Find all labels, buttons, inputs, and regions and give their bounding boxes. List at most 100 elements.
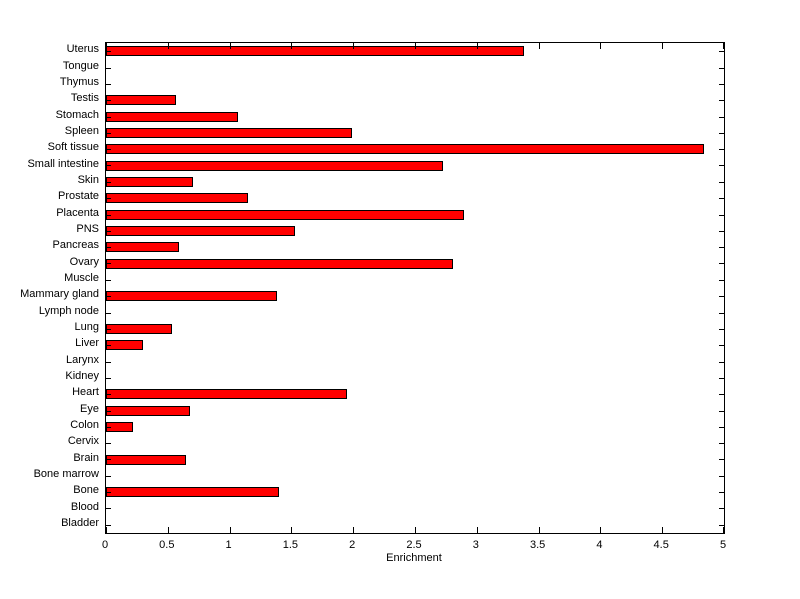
x-tick-label: 0.5 [159,539,175,551]
x-tick-mark [353,43,354,49]
x-tick-mark [662,43,663,49]
y-tick-mark [719,231,724,232]
y-tick-mark [106,84,111,85]
y-tick-mark [719,329,724,330]
category-label: Eye [80,402,99,415]
x-tick-label: 4.5 [653,539,669,551]
y-tick-mark [106,362,111,363]
y-tick-mark [719,182,724,183]
y-tick-mark [106,443,111,444]
y-tick-mark [719,427,724,428]
category-label: Placenta [56,206,99,219]
x-tick-mark [106,43,107,49]
bar [106,193,249,204]
category-label: Bone [73,484,99,497]
bar [106,323,172,334]
category-label: Tongue [62,59,99,72]
y-tick-mark [719,394,724,395]
y-tick-mark [719,492,724,493]
category-label: Bone marrow [33,467,99,480]
category-label: Stomach [55,108,99,121]
y-tick-mark [106,51,111,52]
x-tick-mark [600,43,601,49]
y-tick-mark [719,100,724,101]
category-label: Lymph node [38,304,99,317]
x-tick-mark [291,43,292,49]
category-label: Soft tissue [47,141,99,154]
bar [106,258,454,269]
category-label: Cervix [67,435,99,448]
y-tick-mark [719,84,724,85]
y-tick-mark [719,525,724,526]
y-tick-mark [106,68,111,69]
y-tick-mark [719,133,724,134]
y-tick-mark [106,411,111,412]
y-tick-mark [106,296,111,297]
bar [106,405,191,416]
x-tick-mark [353,527,354,533]
y-tick-mark [106,247,111,248]
y-tick-mark [106,313,111,314]
bar [106,209,465,220]
bar [106,389,348,400]
x-tick-label: 3.5 [529,539,546,551]
x-tick-mark [723,527,724,533]
x-axis-label: Enrichment [386,552,442,564]
category-label: Blood [70,500,99,513]
x-tick-mark [662,527,663,533]
y-tick-mark [719,68,724,69]
bar [106,421,134,432]
y-tick-mark [106,280,111,281]
x-tick-label: 2 [349,539,356,551]
bar [106,176,193,187]
category-label: Spleen [64,124,99,137]
category-label: PNS [76,222,99,235]
category-label: Muscle [64,271,99,284]
x-tick-mark [291,527,292,533]
category-label: Skin [77,173,99,186]
category-label: Lung [74,320,99,333]
y-tick-mark [106,345,111,346]
x-tick-label: 1.5 [282,539,299,551]
bar [106,454,187,465]
y-tick-mark [719,263,724,264]
y-tick-mark [106,394,111,395]
y-tick-mark [719,165,724,166]
x-tick-label: 4 [596,539,603,551]
x-tick-mark [168,527,169,533]
bar [106,95,177,106]
y-tick-mark [719,313,724,314]
y-tick-mark [106,198,111,199]
y-tick-mark [106,117,111,118]
y-tick-mark [719,476,724,477]
category-label: Colon [70,418,99,431]
x-tick-mark [230,43,231,49]
y-tick-mark [719,198,724,199]
category-label: Thymus [59,75,99,88]
plot-area [105,42,725,534]
category-label: Pancreas [52,239,99,252]
y-tick-mark [719,117,724,118]
y-tick-mark [719,508,724,509]
x-tick-mark [600,527,601,533]
x-tick-label: 3 [472,539,479,551]
y-tick-mark [106,165,111,166]
x-tick-label: 1 [225,539,232,551]
x-tick-mark [168,43,169,49]
x-tick-label: 2.5 [406,539,422,551]
x-tick-mark [477,43,478,49]
y-tick-mark [106,182,111,183]
category-label: Testis [70,92,99,105]
category-label: Heart [72,386,99,399]
y-tick-mark [719,345,724,346]
category-label: Uterus [66,43,99,56]
y-tick-mark [719,280,724,281]
x-tick-mark [723,43,724,49]
x-tick-mark [230,527,231,533]
y-tick-mark [106,149,111,150]
bar [106,291,277,302]
x-tick-label: 5 [719,539,727,551]
y-tick-mark [106,329,111,330]
y-tick-mark [106,476,111,477]
